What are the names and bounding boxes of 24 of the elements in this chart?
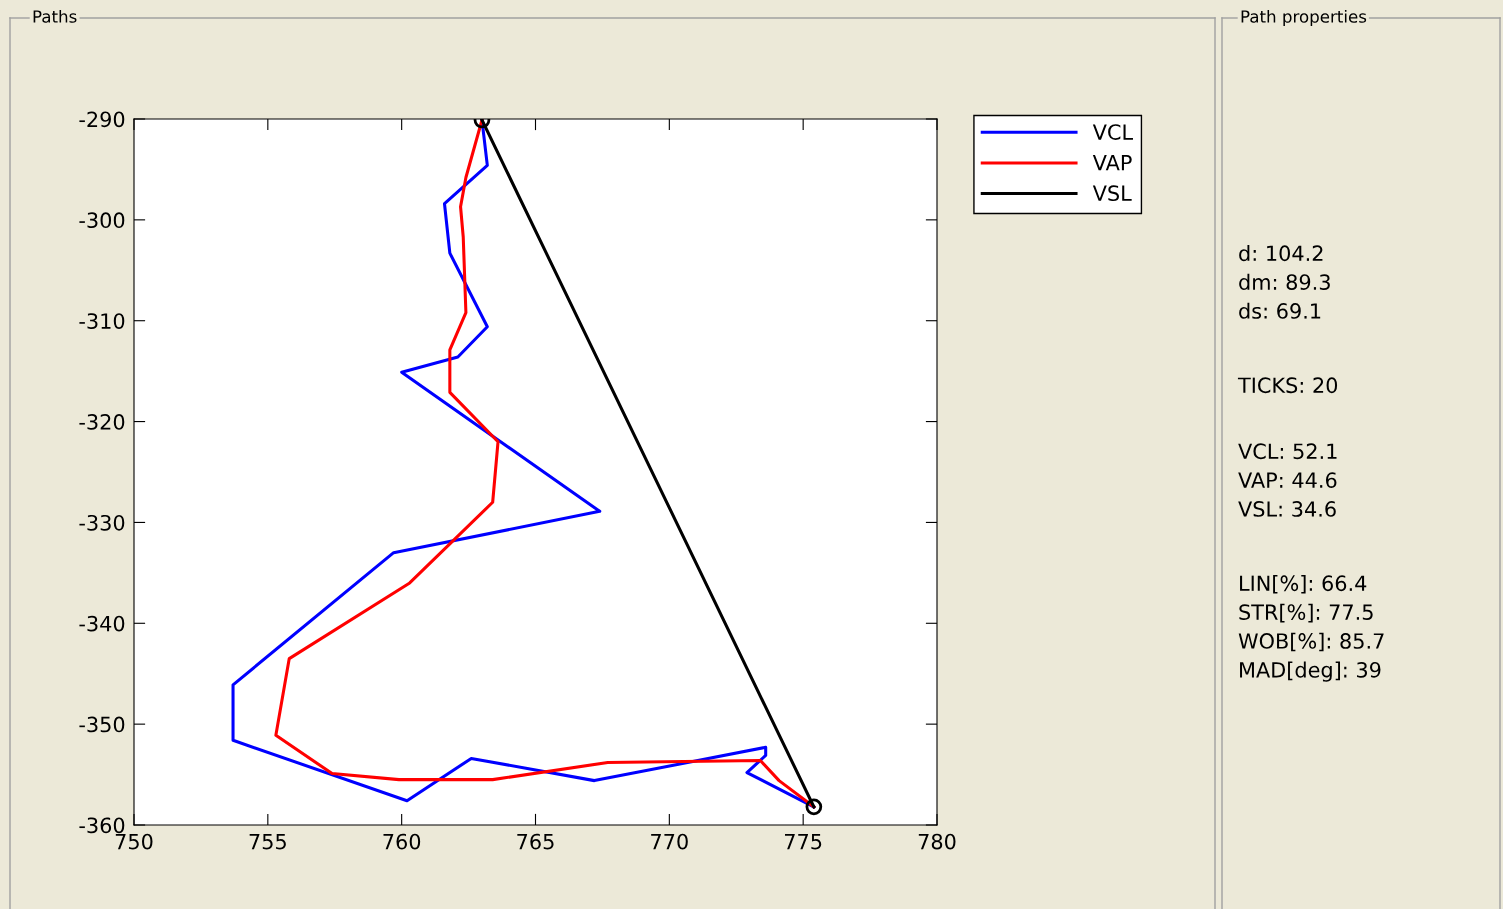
legend-label: VCL [1092, 124, 1133, 140]
x-tick-label: 765 [517, 833, 554, 850]
x-tick-label: 760 [383, 833, 421, 850]
text: Paths [33, 9, 77, 23]
x-tick-label: 750 [115, 833, 153, 850]
y-tick-label: -300 [79, 212, 125, 229]
x-tick-label: 770 [651, 833, 688, 850]
text: TICKS: 20 [1237, 377, 1338, 394]
x-tick-label: 780 [918, 833, 956, 850]
text: VCL: 52.1 VAP: 44.6 VSL: 34.6 [1238, 443, 1337, 517]
legend-label: VAP [1092, 155, 1132, 171]
text: d: 104.2 dm: 89.3 ds: 69.1 [1239, 245, 1330, 319]
x-tick-label: 755 [249, 833, 286, 850]
y-tick-label: -360 [79, 817, 125, 834]
y-tick-label: -350 [79, 716, 125, 733]
y-tick-label: -340 [79, 615, 125, 632]
text: LIN[%]: 66.4 STR[%]: 77.5 WOB[%]: 85.7 MAD[deg]: 39 [1238, 575, 1384, 682]
y-tick-label: -290 [79, 111, 125, 128]
y-tick-label: -320 [79, 414, 125, 430]
y-tick-label: -310 [79, 313, 125, 329]
legend-label: VSL [1092, 185, 1132, 202]
y-tick-label: -330 [79, 514, 125, 531]
text: Path properties [1241, 9, 1367, 27]
x-tick-label: 775 [784, 833, 822, 850]
